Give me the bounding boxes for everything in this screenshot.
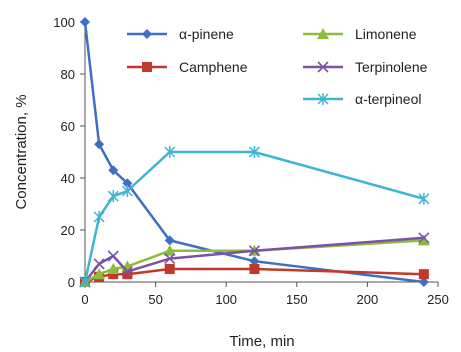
legend-label: Camphene xyxy=(179,59,248,75)
y-tick-label: 20 xyxy=(61,223,75,238)
data-point xyxy=(164,253,176,265)
data-point xyxy=(417,234,430,246)
data-point xyxy=(79,276,91,288)
series-terpineol xyxy=(79,146,430,288)
legend-item: Limonene xyxy=(303,26,417,42)
data-point xyxy=(418,232,430,244)
data-point xyxy=(93,258,105,270)
legend-label: α-terpineol xyxy=(355,91,421,107)
legend-item: α-terpineol xyxy=(303,91,421,107)
data-point xyxy=(108,165,119,176)
legend-marker xyxy=(317,61,329,73)
legend-label: Terpinolene xyxy=(355,59,428,75)
y-tick-label: 80 xyxy=(61,67,75,82)
data-point xyxy=(107,263,120,274)
y-tick-label: 100 xyxy=(53,15,75,30)
y-ticks: 0 20 40 60 80 100 xyxy=(53,15,85,290)
legend-marker xyxy=(142,62,152,72)
data-point xyxy=(80,17,90,27)
y-tick-label: 60 xyxy=(61,119,75,134)
legend-item: α-pinene xyxy=(127,26,234,42)
data-point xyxy=(248,245,261,257)
legend-marker xyxy=(142,29,152,39)
series-layer xyxy=(79,17,430,288)
legend-marker xyxy=(317,28,329,39)
data-point xyxy=(248,146,260,158)
x-tick-label: 100 xyxy=(215,292,237,307)
legend: α-pinene Camphene Limonene Terpinolene α-ter… xyxy=(127,26,428,107)
y-tick-label: 40 xyxy=(61,171,75,186)
plot-area xyxy=(84,22,438,283)
data-point xyxy=(121,185,133,197)
data-point xyxy=(94,139,105,150)
data-point xyxy=(108,269,119,280)
x-tick-label: 50 xyxy=(148,292,162,307)
x-tick-label: 150 xyxy=(286,292,308,307)
data-point xyxy=(164,264,175,274)
legend-item: Terpinolene xyxy=(303,59,428,75)
data-point xyxy=(164,235,175,246)
data-point xyxy=(122,178,133,189)
data-point xyxy=(121,266,133,278)
data-point xyxy=(418,277,429,287)
data-point xyxy=(93,268,106,280)
x-ticks: 0 50 100 150 200 250 xyxy=(81,282,449,307)
legend-label: Limonene xyxy=(355,26,417,42)
x-tick-label: 0 xyxy=(81,292,88,307)
data-point xyxy=(107,250,119,262)
x-tick-label: 250 xyxy=(427,292,449,307)
data-point xyxy=(107,190,119,203)
data-point xyxy=(418,269,429,280)
data-point xyxy=(418,192,430,205)
data-point xyxy=(122,269,133,280)
data-point xyxy=(249,264,260,274)
data-point xyxy=(93,211,105,223)
y-tick-label: 0 xyxy=(68,275,75,290)
x-tick-label: 200 xyxy=(357,292,379,307)
legend-item: Camphene xyxy=(127,59,248,75)
data-point xyxy=(249,256,260,267)
series-pinene xyxy=(80,17,429,287)
x-axis-title: Time, min xyxy=(229,333,294,350)
data-point xyxy=(164,146,176,158)
legend-label: α-pinene xyxy=(179,26,234,42)
legend-marker xyxy=(317,93,329,105)
y-axis-title: Concentration, % xyxy=(13,94,30,209)
data-point xyxy=(163,244,176,256)
